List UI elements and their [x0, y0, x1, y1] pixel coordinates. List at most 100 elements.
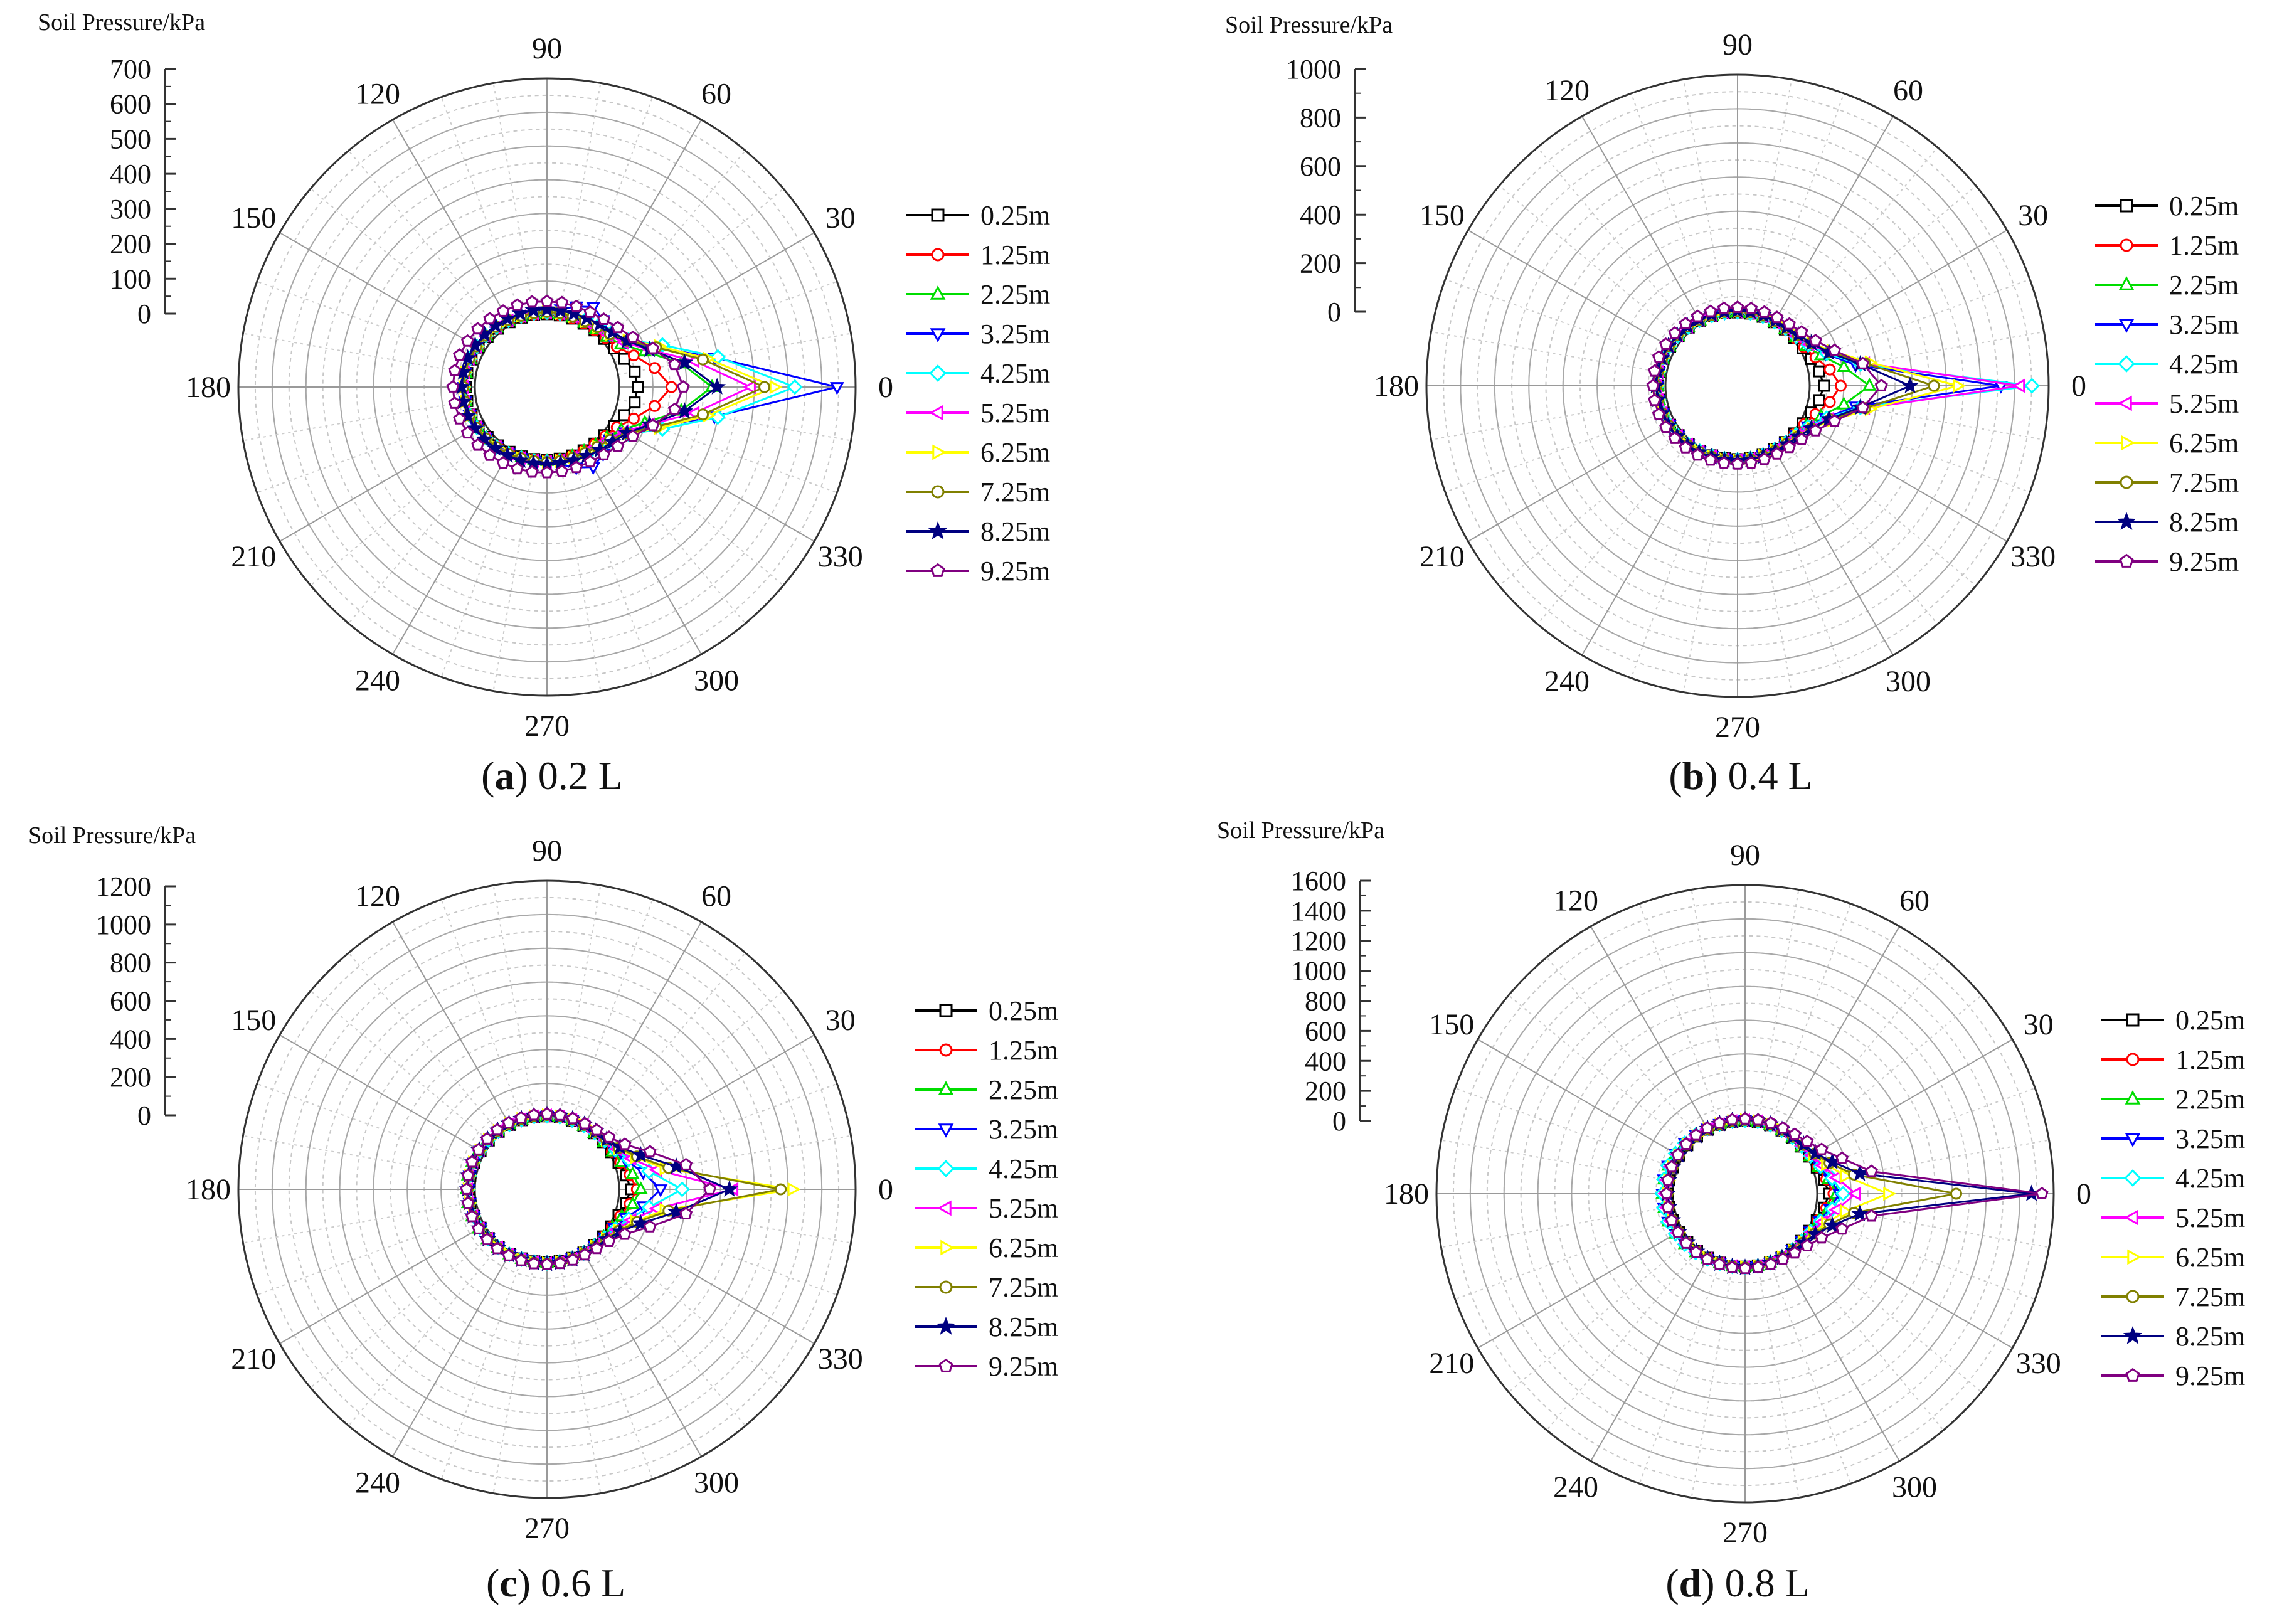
panel-c-scale-tick-label: 800 [110, 948, 151, 979]
panel-c-data-point [590, 1241, 603, 1255]
panel-b-data-point [1679, 317, 1692, 329]
panel-c-caption: (c) 0.6 L [486, 1561, 625, 1605]
panel-b-minor-spoke [1682, 79, 1726, 315]
panel-c-legend-label: 6.25m [989, 1233, 1058, 1263]
panel-b-data-point [1813, 394, 1825, 406]
panel-a-data-point [483, 448, 497, 461]
panel-c-minor-spoke [440, 899, 523, 1122]
panel-c-data-point [553, 1256, 567, 1270]
panel-d-angle-label: 120 [1553, 884, 1598, 917]
panel-b-ylabel: Soil Pressure/kPa [1225, 12, 1393, 38]
panel-d-data-point [1864, 1164, 1878, 1177]
panel-b-data-point [1659, 337, 1673, 350]
panel-a-major-spoke [279, 232, 485, 352]
panel-a-angle-label: 300 [694, 664, 739, 698]
panel-a-data-point [511, 298, 524, 311]
panel-c-data-point [602, 1234, 616, 1247]
panel-d-data-point [1815, 1231, 1829, 1244]
panel-c-minor-spoke [310, 990, 492, 1144]
panel-a-data-point [475, 430, 494, 447]
panel-b-angle-label: 270 [1715, 711, 1760, 744]
panel-d-data-point [1665, 1213, 1679, 1226]
panel-c-legend-marker [940, 1239, 955, 1256]
panel-b-minor-spoke [1805, 410, 2030, 493]
panel-c-minor-spoke [243, 1201, 476, 1244]
panel-d-data-point [1764, 1257, 1778, 1270]
panel-b-data-point [1717, 456, 1731, 469]
panel-c-caption-letter: c [499, 1561, 517, 1605]
panel-a-legend-marker [931, 485, 945, 499]
panel-d-scale-tick-label: 600 [1305, 1016, 1346, 1046]
panel-a-legend-marker [929, 405, 943, 421]
panel-d-minor-spoke [1508, 994, 1691, 1148]
panel-b-outer-circle [1425, 73, 2050, 698]
panel-d-caption-text: 0.8 L [1725, 1561, 1810, 1605]
panel-b-caption-open: ( [1669, 753, 1682, 798]
panel-c-angle-label: 30 [825, 1004, 856, 1037]
panel-a-legend-label: 1.25m [980, 240, 1050, 270]
panel-c-data-point [566, 1253, 580, 1266]
panel-a-data-point [448, 363, 462, 376]
panel-a-minor-spoke [593, 150, 746, 332]
panel-c-data-point [491, 1241, 504, 1255]
panel-c-data-point [634, 1181, 648, 1194]
panel-a-legend-marker [930, 563, 945, 577]
panel-a-data-point [758, 381, 771, 393]
panel-d-legend: 0.25m 1.25m 2.25m 3.25m 4.25m 5.25m 6.25m 7.25m… [2101, 1005, 2245, 1391]
panel-b-data-point [1646, 378, 1660, 391]
panel-c-minor-spoke [559, 1260, 602, 1494]
panel-b-legend-marker [2119, 553, 2134, 568]
panel-c-scale-tick-label: 200 [110, 1062, 151, 1093]
panel-d-legend-marker [2126, 1053, 2140, 1066]
panel-d-data-point [1679, 1236, 1693, 1249]
panel-d-scale-tick-label: 1600 [1291, 866, 1346, 896]
panel-a-data-point [649, 362, 661, 374]
panel-a-minor-spoke [348, 442, 501, 624]
panel-a-data-point [697, 353, 709, 366]
panel-b-minor-spoke [1792, 432, 1977, 586]
panel-d-data-point [1883, 1186, 1896, 1201]
panel-a-minor-spoke [559, 458, 602, 691]
panel-b-data-point [1758, 452, 1771, 465]
panel-d-data-point [1751, 1260, 1765, 1273]
panel-d-minor-spoke [1812, 1087, 2036, 1170]
panel-c: Soil Pressure/kPa (c) 0.6 L 0 30 60 90 120 15… [28, 822, 1058, 1605]
panel-c-legend-label: 7.25m [989, 1272, 1058, 1303]
panel-d-data-point [1850, 1204, 1869, 1222]
panel-b-legend-label: 2.25m [2169, 270, 2239, 300]
panel-a-minor-spoke [243, 399, 476, 442]
panel-a-scale-tick-label: 0 [137, 299, 151, 329]
panel-c-data-point [461, 1168, 475, 1181]
panel-b-data-point [1862, 378, 1877, 391]
panel-b-data-point [1744, 301, 1758, 314]
panel-a-angle-label: 240 [355, 664, 400, 698]
panel-d-angle-label: 60 [1899, 884, 1930, 917]
panel-d-legend-label: 2.25m [2175, 1084, 2245, 1115]
panel-b-data-point [1691, 448, 1704, 461]
panel-d-minor-spoke [1638, 903, 1721, 1127]
panel-a-data-point [511, 451, 529, 469]
panel-d-minor-spoke [1441, 1206, 1674, 1248]
panel-b-data-point [1823, 396, 1836, 408]
panel-b-major-spoke [1581, 115, 1702, 324]
panel-d-data-point [1701, 1121, 1714, 1134]
panel-a-data-point [597, 312, 611, 325]
panel-a-legend-label: 7.25m [980, 477, 1050, 507]
panel-d-data-point [1725, 1260, 1739, 1273]
panel-d-data-point [1823, 1216, 1842, 1233]
panel-d-data-point [1788, 1127, 1802, 1140]
panel-a-scale-tick-label: 600 [110, 89, 151, 120]
panel-d-data-point [1776, 1121, 1790, 1134]
panel-b-legend-label: 0.25m [2169, 191, 2239, 221]
panel-c-major-spoke [609, 1224, 815, 1344]
panel-a-minor-spoke [602, 188, 784, 341]
panel-a-data-point [667, 402, 681, 415]
panel-a-data-point [471, 438, 485, 451]
panel-b-angle-label: 60 [1893, 74, 1923, 107]
panel-b: Soil Pressure/kPa (b) 0.4 L 0 30 60 90 120 15… [1225, 12, 2239, 798]
panel-d-data-point [1661, 1200, 1675, 1213]
panel-c-data-point [625, 1166, 640, 1179]
panel-b-major-spoke [1800, 421, 2008, 542]
panel-c-data-point [502, 1116, 516, 1129]
panel-c-data-point [527, 1108, 541, 1121]
